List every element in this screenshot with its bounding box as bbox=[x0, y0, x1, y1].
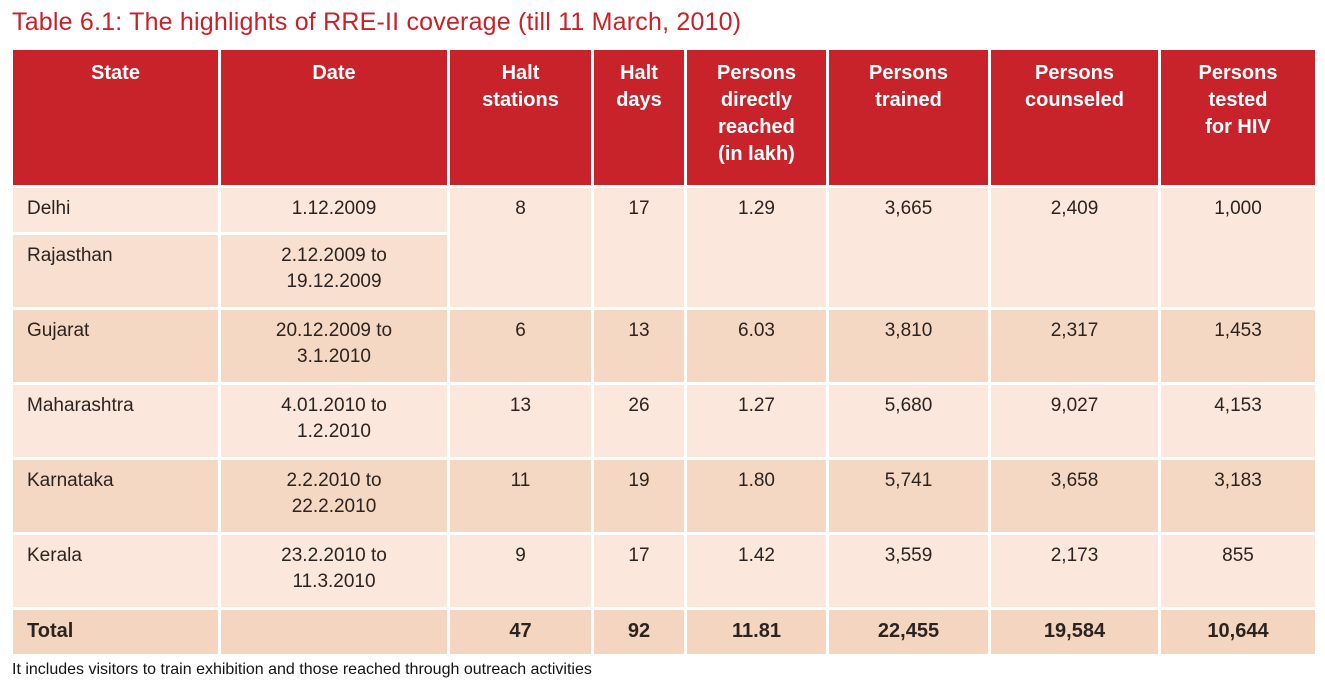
state-cell: Rajasthan bbox=[10, 231, 221, 310]
persons-counseled-cell: 2,409 bbox=[988, 185, 1161, 310]
coverage-table: State Date Halt stations Halt days Perso… bbox=[10, 47, 1318, 657]
persons-tested-cell: 1,453 bbox=[1158, 306, 1318, 385]
persons-counseled-cell: 3,658 bbox=[988, 456, 1161, 535]
persons-tested-cell: 1,000 bbox=[1158, 185, 1318, 310]
persons-tested-cell: 855 bbox=[1158, 531, 1318, 610]
date-cell: 1.12.2009 bbox=[218, 185, 450, 235]
halt-days-cell: 17 bbox=[591, 531, 687, 610]
halt-days-cell: 26 bbox=[591, 381, 687, 460]
table-row-kerala: Kerala 23.2.2010 to 11.3.2010 9 17 1.42 … bbox=[10, 531, 1318, 610]
date-cell: 23.2.2010 to 11.3.2010 bbox=[218, 531, 450, 610]
persons-reached-cell: 1.42 bbox=[684, 531, 829, 610]
halt-stations-cell: 9 bbox=[447, 531, 594, 610]
halt-stations-cell: 8 bbox=[447, 185, 594, 310]
persons-trained-cell: 3,665 bbox=[826, 185, 991, 310]
halt-days-cell: 17 bbox=[591, 185, 687, 310]
persons-reached-column-header: Persons directly reached (in lakh) bbox=[684, 47, 829, 188]
persons-trained-column-header: Persons trained bbox=[826, 47, 991, 188]
persons-reached-cell: 1.80 bbox=[684, 456, 829, 535]
date-cell: 4.01.2010 to 1.2.2010 bbox=[218, 381, 450, 460]
halt-days-cell: 13 bbox=[591, 306, 687, 385]
persons-trained-cell: 5,680 bbox=[826, 381, 991, 460]
persons-trained-total-cell: 22,455 bbox=[826, 606, 991, 657]
date-cell: 2.12.2009 to 19.12.2009 bbox=[218, 231, 450, 310]
persons-reached-total-cell: 11.81 bbox=[684, 606, 829, 657]
persons-trained-cell: 3,559 bbox=[826, 531, 991, 610]
halt-stations-total-cell: 47 bbox=[447, 606, 594, 657]
state-cell: Delhi bbox=[10, 185, 221, 235]
persons-tested-cell: 4,153 bbox=[1158, 381, 1318, 460]
persons-counseled-column-header: Persons counseled bbox=[988, 47, 1161, 188]
persons-counseled-cell: 9,027 bbox=[988, 381, 1161, 460]
persons-counseled-cell: 2,317 bbox=[988, 306, 1161, 385]
state-cell: Gujarat bbox=[10, 306, 221, 385]
persons-tested-cell: 3,183 bbox=[1158, 456, 1318, 535]
persons-reached-cell: 1.27 bbox=[684, 381, 829, 460]
state-cell: Maharashtra bbox=[10, 381, 221, 460]
halt-stations-column-header: Halt stations bbox=[447, 47, 594, 188]
table-header: State Date Halt stations Halt days Perso… bbox=[10, 47, 1318, 188]
table-row-rajasthan: Rajasthan 2.12.2009 to 19.12.2009 bbox=[10, 231, 1317, 310]
halt-stations-cell: 11 bbox=[447, 456, 594, 535]
persons-reached-cell: 1.29 bbox=[684, 185, 829, 310]
persons-tested-total-cell: 10,644 bbox=[1158, 606, 1318, 657]
persons-reached-cell: 6.03 bbox=[684, 306, 829, 385]
date-cell bbox=[218, 606, 450, 657]
persons-counseled-total-cell: 19,584 bbox=[988, 606, 1161, 657]
halt-stations-cell: 13 bbox=[447, 381, 594, 460]
halt-days-cell: 19 bbox=[591, 456, 687, 535]
state-cell: Kerala bbox=[10, 531, 221, 610]
total-label-cell: Total bbox=[10, 606, 221, 657]
table-row-karnataka: Karnataka 2.2.2010 to 22.2.2010 11 19 1.… bbox=[10, 456, 1318, 535]
table-row-delhi: Delhi 1.12.2009 8 17 1.29 3,665 2,409 1,… bbox=[10, 185, 1318, 310]
persons-counseled-cell: 2,173 bbox=[988, 531, 1161, 610]
footnote: It includes visitors to train exhibition… bbox=[12, 660, 592, 678]
table-row-maharashtra: Maharashtra 4.01.2010 to 1.2.2010 13 26 … bbox=[10, 381, 1318, 460]
table-title: Table 6.1: The highlights of RRE-II cove… bbox=[12, 8, 742, 36]
halt-days-column-header: Halt days bbox=[591, 47, 687, 188]
date-cell: 20.12.2009 to 3.1.2010 bbox=[218, 306, 450, 385]
halt-stations-cell: 6 bbox=[447, 306, 594, 385]
header-row: State Date Halt stations Halt days Perso… bbox=[10, 47, 1318, 188]
table-row-gujarat: Gujarat 20.12.2009 to 3.1.2010 6 13 6.03… bbox=[10, 306, 1318, 385]
persons-trained-cell: 5,741 bbox=[826, 456, 991, 535]
table-row-total: Total 47 92 11.81 22,455 19,584 10,644 bbox=[10, 606, 1318, 657]
persons-trained-cell: 3,810 bbox=[826, 306, 991, 385]
table-body: Delhi 1.12.2009 8 17 1.29 3,665 2,409 1,… bbox=[10, 185, 1318, 657]
date-column-header: Date bbox=[218, 47, 450, 188]
state-cell: Karnataka bbox=[10, 456, 221, 535]
persons-tested-column-header: Persons tested for HIV bbox=[1158, 47, 1318, 188]
date-cell: 2.2.2010 to 22.2.2010 bbox=[218, 456, 450, 535]
halt-days-total-cell: 92 bbox=[591, 606, 687, 657]
state-column-header: State bbox=[10, 47, 221, 188]
